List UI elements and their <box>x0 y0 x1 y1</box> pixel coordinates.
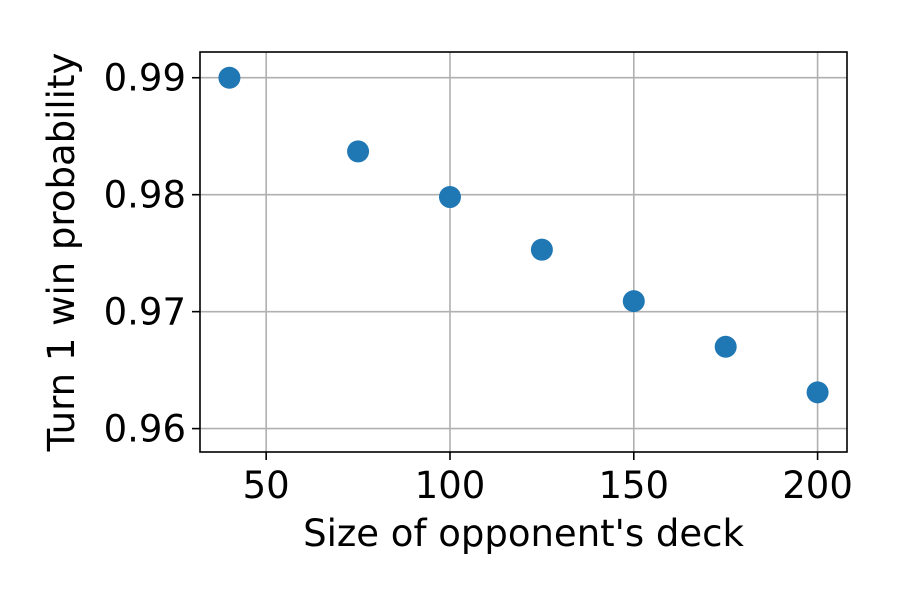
plot-frame <box>199 51 848 453</box>
grid-lines <box>200 52 847 452</box>
y-tick-label: 0.96 <box>104 408 186 451</box>
x-axis-ticks: 50 100 150 200 <box>243 452 853 507</box>
x-tick-label: 150 <box>598 464 669 507</box>
y-tick-label: 0.99 <box>104 57 186 100</box>
data-points <box>218 66 829 404</box>
data-point <box>347 140 370 163</box>
data-point <box>714 335 737 358</box>
y-axis-label: Turn 1 win probability <box>40 53 83 453</box>
x-tick-label: 200 <box>782 464 853 507</box>
data-point <box>530 238 553 261</box>
x-axis-label: Size of opponent's deck <box>303 512 744 555</box>
data-point <box>622 290 645 313</box>
data-point <box>806 381 829 404</box>
data-point <box>218 66 241 89</box>
x-tick-label: 100 <box>415 464 486 507</box>
x-tick-label: 50 <box>243 464 290 507</box>
y-tick-label: 0.98 <box>104 174 186 217</box>
data-point <box>438 186 461 209</box>
y-axis-ticks: 0.96 0.97 0.98 0.99 <box>104 57 200 451</box>
y-tick-label: 0.97 <box>104 291 186 334</box>
